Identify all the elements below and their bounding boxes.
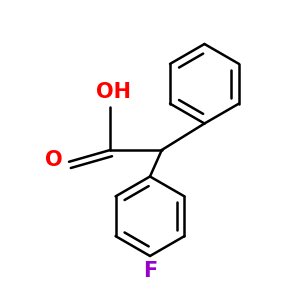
- Text: OH: OH: [96, 82, 131, 102]
- Text: F: F: [143, 261, 157, 281]
- Text: O: O: [45, 150, 62, 170]
